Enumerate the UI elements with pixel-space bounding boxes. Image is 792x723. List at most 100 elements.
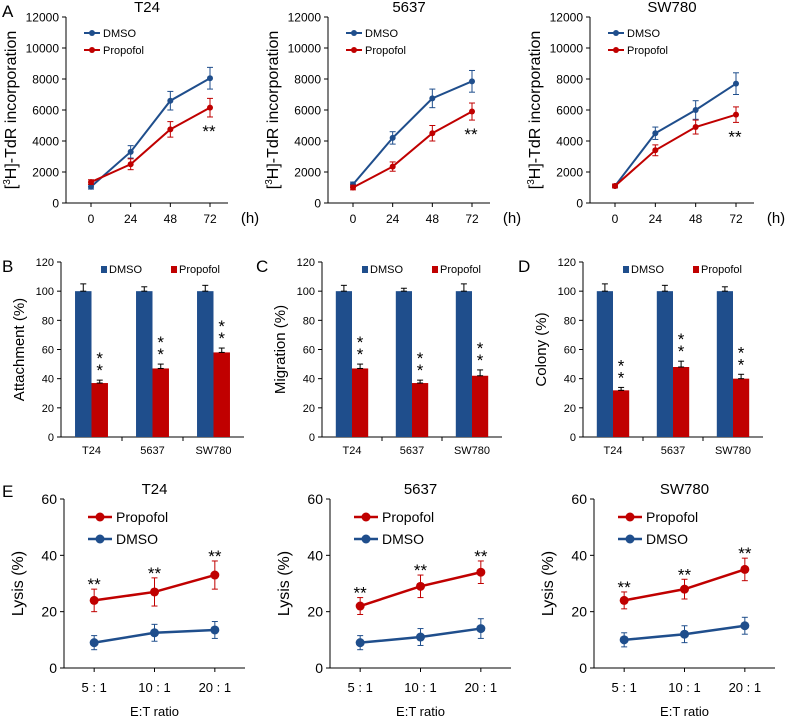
a-ytick-label: 10000 [26,41,60,55]
bar-ytick-label: 40 [42,374,54,386]
x-tick-label: T24 [604,445,623,457]
y-axis-label: [3H]-TdR incorporation [526,31,544,190]
e-ytick-label: 60 [41,491,57,507]
chart-title: SW780 [660,481,709,498]
bar-ytick-label: 60 [42,344,54,356]
bar-dmso [136,291,153,437]
legend-label: Propofol [382,509,434,525]
data-point-propofol [740,564,750,574]
y-axis-label: Attachment (%) [11,298,28,401]
legend-label: Propofol [440,264,481,276]
a-ytick-label: 12000 [550,10,584,24]
significance-marker: ** [414,561,428,580]
legend-swatch [432,266,438,273]
bar-ytick-label: 20 [303,403,315,415]
x-axis-label: E:T ratio [660,704,709,719]
significance-marker: * [96,361,103,380]
x-tick-label: T24 [343,445,362,457]
data-point-propofol [733,111,739,118]
x-tick-label: 48 [426,212,440,226]
significance-marker: * [738,355,745,374]
a-ytick-label: 2000 [556,165,583,179]
bar-ytick-label: 20 [42,403,54,415]
data-point-dmso [210,625,220,635]
data-point-propofol [88,179,94,186]
bar-propofol [352,368,369,437]
legend-marker [351,30,357,36]
legend-marker [95,534,105,544]
bar-ytick-label: 120 [297,257,315,269]
x-tick-label: 0 [350,212,357,226]
x-axis-label: E:T ratio [396,704,445,719]
x-tick-label: 24 [386,212,400,226]
legend-label: DMSO [631,264,664,276]
bar-propofol [673,367,690,437]
bar-ytick-label: 0 [48,432,54,444]
data-point-dmso [389,134,396,141]
data-point-propofol [207,104,213,111]
significance-marker: * [417,361,424,380]
bar-propofol [472,375,489,437]
data-point-propofol [150,587,159,597]
e-ytick-label: 0 [49,660,57,676]
bar-ytick-label: 40 [564,374,576,386]
significance-marker: * [357,345,364,364]
panel-label-d: D [518,257,530,276]
y-axis-label: [3H]-TdR incorporation [2,31,20,190]
data-point-dmso [150,628,159,638]
legend-marker [625,534,635,544]
e-ytick-label: 60 [571,491,587,507]
bar-ytick-label: 80 [42,315,54,327]
significance-marker: ** [738,544,752,563]
legend-swatch [693,266,699,273]
legend-label: DMSO [646,531,688,547]
significance-marker: * [157,333,164,352]
x-tick-label: 24 [124,212,138,226]
data-point-dmso [652,130,659,137]
a-ytick-label: 6000 [294,103,321,117]
a-ytick-label: 12000 [288,10,322,24]
a-ytick-label: 10000 [288,41,322,55]
e-ytick-label: 0 [315,660,323,676]
legend-swatch [101,266,107,273]
significance-marker: * [477,351,484,370]
data-point-propofol [680,584,689,594]
panel-label-e: E [2,482,13,501]
x-tick-label: 24 [649,212,663,226]
x-tick-label: 10 : 1 [404,680,437,695]
x-tick-label: 48 [689,212,703,226]
bar-ytick-label: 100 [558,286,576,298]
a-ytick-label: 6000 [32,103,59,117]
bar-dmso [335,291,352,437]
significance-marker: * [157,345,164,364]
data-point-dmso [692,107,699,113]
significance-marker: ** [88,575,102,594]
x-tick-label: 72 [465,212,479,226]
bar-propofol [613,390,630,437]
bar-dmso [596,291,613,437]
chart-e1: 0 20 40 60 5 : 1 10 : 1 20 : 1 E:T ratio T24 Lysi… [10,481,245,719]
data-point-dmso [167,97,174,104]
significance-marker: * [678,330,685,349]
x-tick-label: 5 : 1 [348,680,373,695]
a-ytick-label: 0 [314,196,321,210]
x-tick-label: SW780 [195,445,231,457]
significance-marker: * [218,317,225,336]
significance-marker: * [618,356,625,375]
significance-marker: * [417,349,424,368]
a-ytick-label: 2000 [294,165,321,179]
x-tick-label: 0 [612,212,619,226]
chart-title: T24 [134,0,160,16]
significance-marker: ** [148,564,162,583]
bar-ytick-label: 60 [303,344,315,356]
a-ytick-label: 6000 [556,103,583,117]
x-tick-label: 5 : 1 [82,680,107,695]
bar-ytick-label: 0 [309,432,315,444]
bar-dmso [395,291,412,437]
significance-marker: ** [618,578,632,597]
x-tick-label: 5637 [661,445,685,457]
data-point-propofol [89,595,99,605]
series-line-dmso [614,82,737,187]
